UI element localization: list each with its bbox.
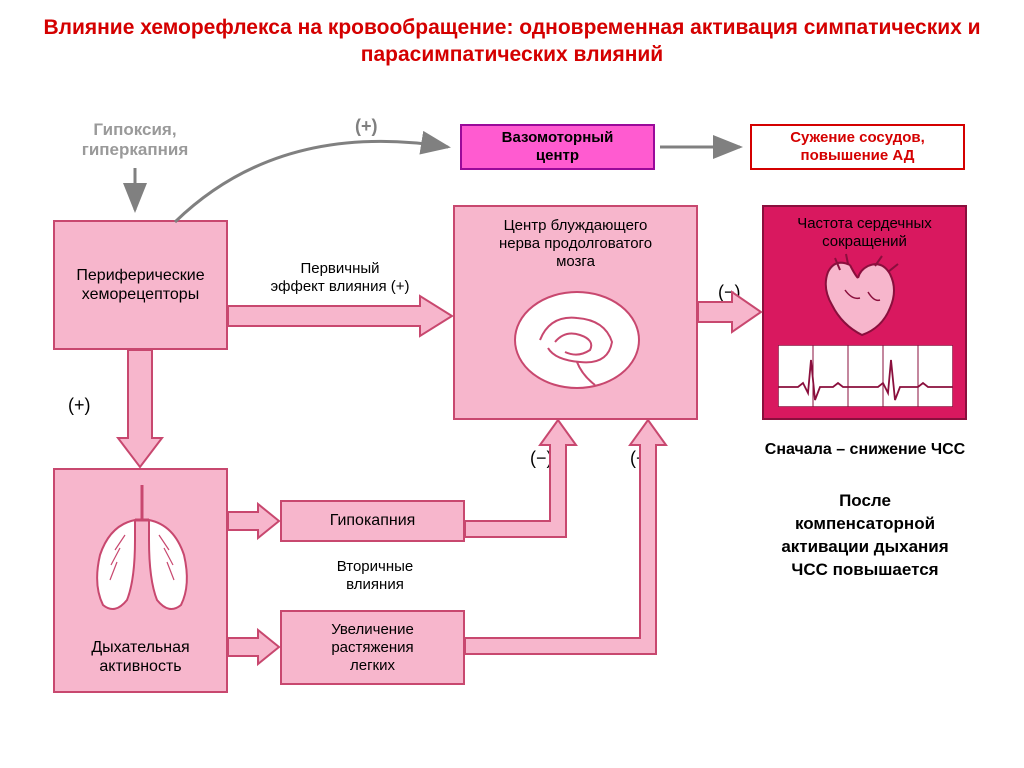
brain-icon bbox=[500, 280, 655, 405]
vasomotor-box: Вазомоторный центр bbox=[460, 124, 655, 170]
vasoconstriction-box: Сужение сосудов, повышение АД bbox=[750, 124, 965, 170]
minus1-label: (−) bbox=[718, 282, 741, 304]
first-decrease-label: Сначала – снижение ЧСС bbox=[740, 440, 990, 459]
after-comp-label: После компенсаторной активации дыхания Ч… bbox=[740, 490, 990, 582]
plus-down-label: (+) bbox=[68, 395, 91, 417]
page-title: Влияние хеморефлекса на кровообращение: … bbox=[0, 14, 1024, 69]
plus-curve-label: (+) bbox=[355, 116, 378, 138]
secondary-label: Вторичные влияния bbox=[305, 558, 445, 594]
chemoreceptors-box: Периферические хеморецепторы bbox=[53, 220, 228, 350]
ecg-icon bbox=[778, 345, 953, 407]
hypoxia-label: Гипоксия, гиперкапния bbox=[60, 120, 210, 161]
heart-icon bbox=[790, 250, 940, 350]
lung-stretch-box: Увеличение растяжения легких bbox=[280, 610, 465, 685]
primary-effect-label: Первичный эффект влияния (+) bbox=[255, 260, 425, 296]
hypocapnia-box: Гипокапния bbox=[280, 500, 465, 542]
lungs-icon bbox=[75, 480, 210, 620]
minus3-label: (−) bbox=[630, 448, 653, 470]
minus2-label: (−) bbox=[530, 448, 553, 470]
